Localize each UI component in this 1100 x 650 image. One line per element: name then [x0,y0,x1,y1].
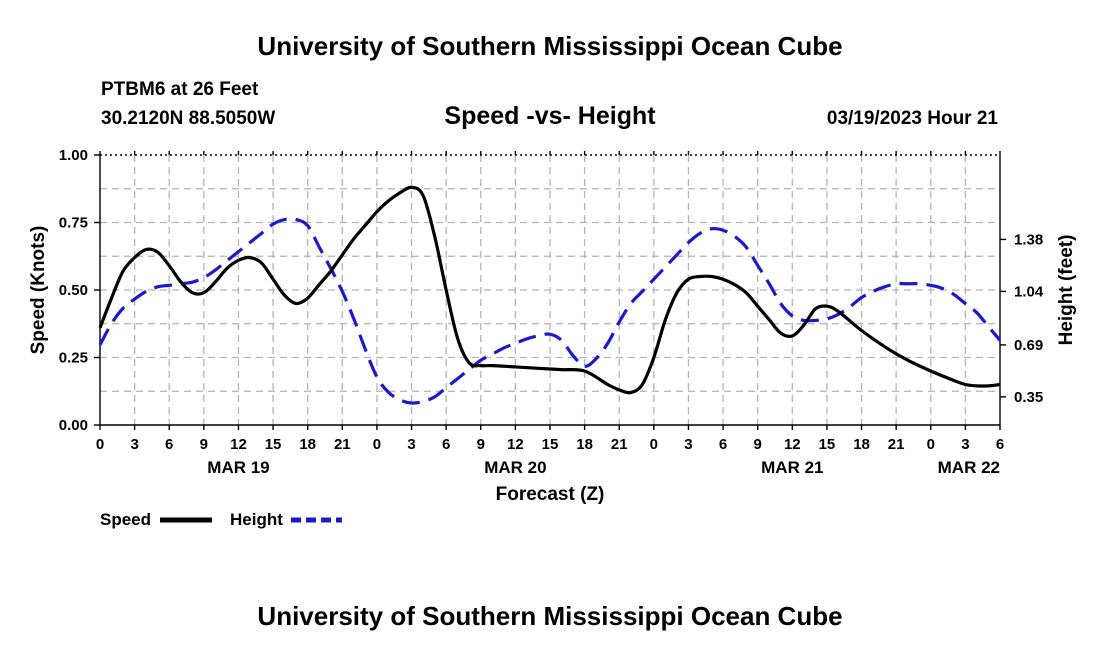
station-label: PTBM6 at 26 Feet [101,79,259,100]
series [98,185,1002,405]
x-tick-label: 6 [442,436,450,453]
x-tick-label: 0 [927,436,935,453]
x-tick-label: 12 [507,436,524,453]
y-axis-label: Speed (Knots) [28,226,49,355]
x-tick-label: 18 [853,436,870,453]
station-coordinates: 30.2120N 88.5050W [101,108,275,129]
x-tick-label: 3 [407,436,415,453]
legend: Speed Height [100,510,342,529]
footer-title: University of Southern Mississippi Ocean… [257,601,842,631]
x-tick-label: 6 [719,436,727,453]
x-tick-label: 12 [784,436,801,453]
x-tick-label: 6 [165,436,173,453]
x-tick-label: 0 [373,436,381,453]
grid [100,155,1000,425]
y-tick-label: 0.75 [59,215,88,232]
x-tick-label: 6 [996,436,1004,453]
x-date-label: MAR 19 [207,458,269,477]
x-tick-label: 3 [130,436,138,453]
axis-ticks: 0 3 6 9 12 15 18 21 0 3 6 9 12 15 18 21 0 3 6 9 12 15 18 21 0 3 6 M… [59,147,1044,477]
x-tick-label: 3 [961,436,969,453]
chart-title: Speed -vs- Height [444,102,656,130]
y-tick-label: 0.25 [59,350,88,367]
forecast-timestamp: 03/19/2023 Hour 21 [827,108,999,129]
y2-tick-label: 0.35 [1014,389,1043,406]
y-tick-label: 1.00 [59,147,88,164]
y2-tick-label: 1.38 [1014,231,1043,248]
series-line-height [98,217,1002,405]
x-tick-label: 3 [684,436,692,453]
series-line-speed [98,185,1001,395]
y-tick-label: 0.00 [59,417,88,434]
x-tick-label: 15 [542,436,559,453]
page-title: University of Southern Mississippi Ocean… [257,31,842,61]
x-date-label: MAR 22 [938,458,1000,477]
x-date-label: MAR 21 [761,458,823,477]
x-tick-label: 9 [200,436,208,453]
x-tick-label: 18 [299,436,316,453]
x-axis-label: Forecast (Z) [496,484,605,505]
x-tick-label: 9 [754,436,762,453]
x-tick-label: 15 [265,436,282,453]
x-tick-label: 15 [819,436,836,453]
x-tick-label: 21 [888,436,905,453]
y2-tick-label: 1.04 [1014,283,1044,300]
x-date-label: MAR 20 [484,458,546,477]
y-tick-label: 0.50 [59,282,88,299]
x-tick-label: 0 [96,436,104,453]
legend-label-speed: Speed [100,510,151,529]
y2-axis-label: Height (feet) [1056,235,1077,346]
x-tick-label: 18 [576,436,593,453]
x-tick-label: 9 [477,436,485,453]
legend-label-height: Height [230,510,283,529]
x-tick-label: 12 [230,436,247,453]
x-tick-label: 21 [611,436,628,453]
x-tick-label: 0 [650,436,658,453]
y2-tick-label: 0.69 [1014,337,1043,354]
x-tick-label: 21 [334,436,351,453]
